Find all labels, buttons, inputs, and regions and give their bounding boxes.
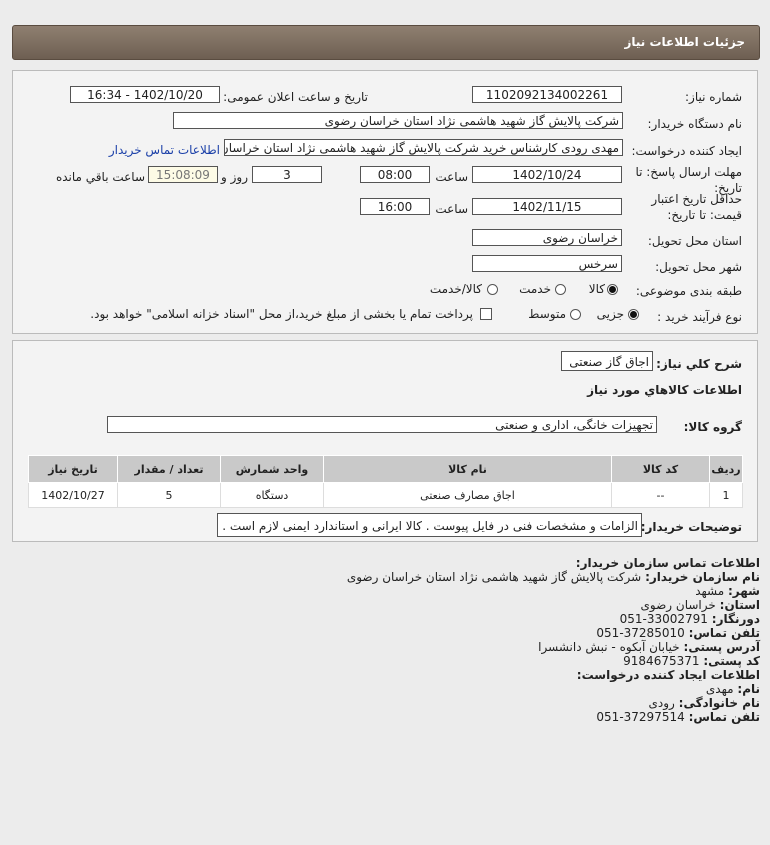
fax-label: دورنگار: — [711, 612, 760, 626]
days-field[interactable]: 3 — [252, 166, 322, 183]
category-both-label: کالا/خدمت — [429, 282, 482, 296]
province-value: خراسان رضوی — [640, 598, 716, 612]
deadline-time-label: ساعت — [435, 170, 468, 184]
need-number-field[interactable]: 1102092134002261 — [472, 86, 622, 103]
contact-title: اطلاعات تماس سازمان خریدار: — [575, 556, 760, 570]
page-header: جزئیات اطلاعات نیاز — [12, 25, 760, 60]
remaining-time-field: 15:08:09 — [148, 166, 218, 183]
family-label: نام خانوادگی: — [678, 696, 760, 710]
col-name: نام کالا — [323, 455, 612, 483]
payment-note: پرداخت تمام یا بخشی از مبلغ خرید،از محل … — [90, 307, 473, 321]
phone-value: 37285010-051 — [596, 626, 685, 640]
group-label: گروه کالا: — [683, 420, 742, 434]
fax-value: 33002791-051 — [619, 612, 708, 626]
province-field[interactable]: خراسان رضوی — [472, 229, 622, 246]
phone-label: تلفن تماس: — [688, 626, 760, 640]
process-medium-radio[interactable] — [570, 309, 581, 320]
buyer-field[interactable]: شرکت پالایش گاز شهید هاشمی نژاد استان خر… — [173, 112, 623, 129]
notes-field[interactable]: الزامات و مشخصات فنی در فایل پیوست . کال… — [217, 513, 642, 537]
notes-label: توضیحات خریدار: — [640, 520, 742, 534]
col-date: تاریخ نیاز — [28, 455, 118, 483]
treasury-payment-checkbox[interactable] — [480, 308, 492, 320]
process-small-radio[interactable] — [628, 309, 639, 320]
announce-label: تاریخ و ساعت اعلان عمومی: — [223, 90, 368, 104]
province-label: استان محل تحویل: — [647, 234, 742, 248]
col-unit: واحد شمارش — [220, 455, 324, 483]
days-label: روز و — [221, 170, 248, 184]
creator-field[interactable]: مهدی رودی کارشناس خرید شرکت پالایش گاز ش… — [224, 139, 623, 156]
desc-field[interactable]: اجاق گاز صنعتی — [561, 351, 653, 371]
category-both-radio[interactable] — [487, 284, 498, 295]
creator-label: ایجاد کننده درخواست: — [631, 144, 742, 158]
table-header-row: رديف کد کالا نام کالا واحد شمارش تعداد /… — [28, 455, 743, 483]
validity-time-field[interactable]: 16:00 — [360, 198, 430, 215]
need-number-label: شماره نیاز: — [685, 90, 742, 104]
city-value: مشهد — [695, 584, 725, 598]
deadline-date-field[interactable]: 1402/10/24 — [472, 166, 622, 183]
postal-label: کد پستی: — [703, 654, 760, 668]
validity-label: حداقل تاریخ اعتبار قیمت: تا تاریخ: — [651, 192, 742, 222]
creator-title: اطلاعات ایجاد کننده درخواست: — [576, 668, 760, 682]
province-label: استان: — [719, 598, 760, 612]
deadline-time-field[interactable]: 08:00 — [360, 166, 430, 183]
col-code: کد کالا — [611, 455, 710, 483]
category-goods-radio[interactable] — [607, 284, 618, 295]
org-label: نام سازمان خریدار: — [645, 570, 760, 584]
cell-date: 1402/10/27 — [28, 482, 118, 508]
category-goods-label: کالا — [588, 282, 605, 296]
org-value: شرکت پالایش گاز شهید هاشمی نژاد استان خر… — [346, 570, 642, 584]
buyer-contact-link[interactable]: اطلاعات تماس خریدار — [108, 143, 220, 157]
col-qty: تعداد / مقدار — [117, 455, 221, 483]
city-label: شهر: — [728, 584, 760, 598]
desc-label: شرح کلي نياز: — [656, 357, 742, 371]
announce-field[interactable]: 1402/10/20 - 16:34 — [70, 86, 220, 103]
cell-code: -- — [611, 482, 710, 508]
remaining-label: ساعت باقي مانده — [55, 170, 145, 184]
validity-time-label: ساعت — [435, 202, 468, 216]
table-row: 1 -- اجاق مصارف صنعتی دستگاه 5 1402/10/2… — [28, 482, 743, 508]
goods-title: اطلاعات کالاهاي مورد نياز — [587, 383, 742, 397]
city-label: شهر محل تحویل: — [655, 260, 742, 274]
category-service-label: خدمت — [519, 282, 551, 296]
goods-table: رديف کد کالا نام کالا واحد شمارش تعداد /… — [28, 455, 743, 508]
creator-phone-value: 37297514-051 — [596, 710, 685, 724]
name-label: نام: — [737, 682, 760, 696]
address-label: آدرس پستی: — [683, 640, 760, 654]
page-title: جزئیات اطلاعات نیاز — [624, 35, 745, 49]
name-value: مهدی — [705, 682, 734, 696]
cell-row: 1 — [709, 482, 743, 508]
process-small-label: جزیی — [596, 307, 624, 321]
postal-value: 9184675371 — [623, 654, 700, 668]
category-label: طبقه بندی موضوعی: — [635, 284, 742, 298]
process-medium-label: متوسط — [528, 307, 566, 321]
validity-date-field[interactable]: 1402/11/15 — [472, 198, 622, 215]
deadline-label: مهلت ارسال پاسخ: تا تاریخ: — [635, 165, 742, 195]
group-field[interactable]: تجهیزات خانگی، اداری و صنعتی — [107, 416, 657, 433]
cell-name: اجاق مصارف صنعتی — [323, 482, 612, 508]
buyer-label: نام دستگاه خریدار: — [647, 117, 743, 131]
category-service-radio[interactable] — [555, 284, 566, 295]
process-label: نوع فرآیند خرید : — [657, 310, 742, 324]
city-field[interactable]: سرخس — [472, 255, 622, 272]
col-row: رديف — [709, 455, 743, 483]
creator-phone-label: تلفن تماس: — [688, 710, 760, 724]
family-value: رودی — [648, 696, 675, 710]
address-value: خیابان آبکوه - نبش دانشسرا — [538, 640, 680, 654]
summary-panel — [12, 340, 758, 542]
cell-unit: دستگاه — [220, 482, 324, 508]
contact-section: اطلاعات تماس سازمان خریدار: نام سازمان خ… — [347, 556, 760, 724]
cell-qty: 5 — [117, 482, 221, 508]
